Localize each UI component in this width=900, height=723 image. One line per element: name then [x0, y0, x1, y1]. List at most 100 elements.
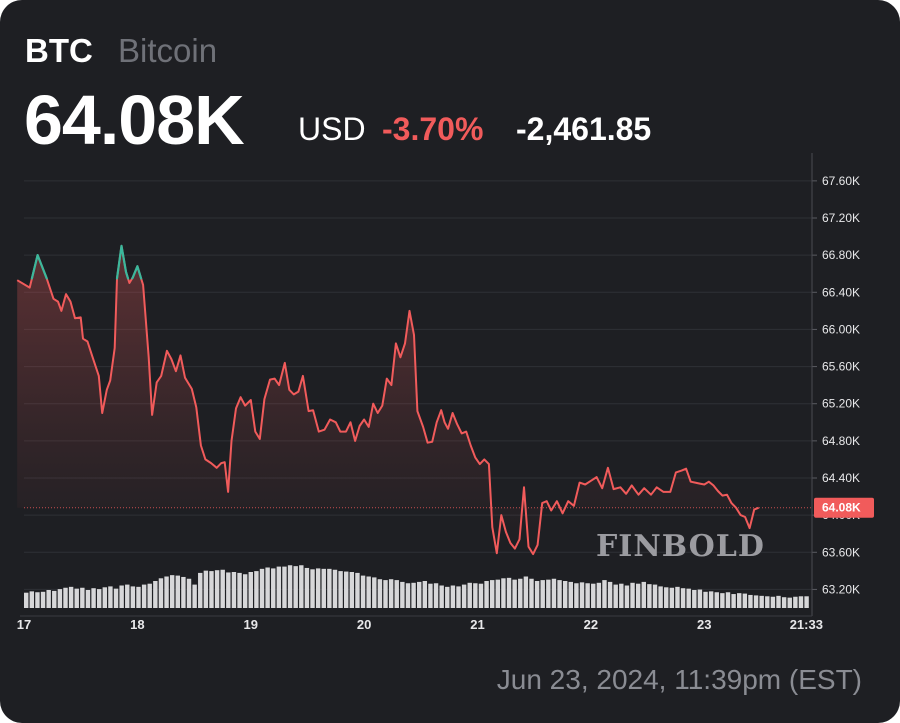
current-price: 64.08K: [24, 81, 245, 159]
y-tick-label: 66.40K: [822, 285, 860, 299]
x-tick-label: 17: [17, 617, 31, 632]
volume-bar: [708, 591, 714, 608]
watermark: FINBOLD: [596, 529, 765, 564]
volume-bar: [113, 588, 119, 608]
volume-bar: [271, 568, 276, 608]
x-tick-label: 20: [357, 617, 371, 632]
volume-bar: [439, 585, 444, 608]
volume-bar: [725, 592, 731, 608]
volume-bar: [29, 591, 35, 608]
x-tick-label: 21:33: [790, 617, 823, 632]
volume-bar: [765, 596, 770, 608]
volume-bar: [523, 576, 529, 608]
volume-bar: [484, 581, 489, 608]
volume-bar: [254, 571, 259, 608]
last-price-badge: [814, 497, 874, 518]
volume-bar: [417, 581, 422, 608]
volume-bar: [102, 587, 108, 608]
volume-bar: [770, 596, 776, 608]
volume-bar: [793, 596, 798, 608]
y-tick-label: 67.60K: [822, 174, 860, 188]
volume-bar: [377, 579, 383, 608]
change-absolute: -2,461.85: [516, 111, 652, 147]
y-tick-label: 63.20K: [822, 582, 860, 596]
volume-bar: [349, 572, 355, 608]
volume-bar: [405, 583, 411, 608]
volume-bar: [557, 580, 562, 608]
volume-bar: [186, 578, 192, 608]
volume-bar: [181, 576, 186, 608]
volume-bar: [624, 585, 630, 608]
volume-bar: [388, 579, 394, 608]
y-tick-label: 66.80K: [822, 248, 860, 262]
volume-bar: [669, 587, 675, 608]
volume-bar: [366, 576, 371, 608]
volume-bar: [703, 591, 708, 608]
volume-bar: [753, 595, 759, 608]
volume-bar: [804, 596, 809, 608]
volume-bar: [344, 571, 349, 608]
volume-bar: [692, 590, 697, 608]
volume-bar: [562, 581, 568, 608]
volume-bar: [495, 579, 501, 608]
volume-bar: [686, 588, 691, 608]
volume-bar: [787, 597, 792, 608]
price-line-up: [30, 244, 143, 280]
volume-bar: [192, 584, 197, 608]
volume-bar: [411, 582, 416, 608]
volume-bar: [108, 586, 113, 608]
volume-bar: [355, 572, 360, 608]
volume-bar: [714, 592, 719, 608]
volume-bar: [91, 588, 96, 608]
volume-bar: [141, 584, 147, 608]
volume-bar: [720, 593, 725, 608]
volume-bar: [602, 580, 607, 608]
volume-bar: [372, 577, 377, 608]
y-tick-label: 63.60K: [822, 545, 860, 559]
price-area: [17, 245, 759, 555]
volume-bar: [63, 587, 68, 608]
volume-bar: [130, 586, 136, 608]
volume-bar: [546, 579, 551, 608]
volume-bar: [630, 582, 635, 608]
y-tick-label: 65.60K: [822, 360, 860, 374]
volume-bar: [422, 581, 428, 608]
volume-bar: [400, 581, 405, 608]
volume-bar: [237, 572, 242, 608]
volume-bar: [153, 581, 158, 608]
volume-bar: [433, 583, 439, 608]
volume-bar: [529, 578, 534, 608]
volume-bar: [596, 582, 602, 608]
volume-bar: [259, 568, 265, 608]
volume-bar: [445, 586, 450, 608]
volume-bar: [501, 578, 506, 608]
volume-bar: [456, 586, 461, 608]
volume-bar: [652, 584, 658, 608]
volume-bar: [164, 576, 169, 608]
volume-bar: [175, 575, 180, 608]
volume-bar: [473, 583, 478, 608]
volume-bar: [96, 589, 102, 608]
volume-bar: [248, 572, 253, 608]
y-tick-label: 65.20K: [822, 397, 860, 411]
volume-bar: [147, 583, 152, 608]
x-tick-label: 18: [130, 617, 144, 632]
volume-bar: [585, 583, 590, 608]
volume-bar: [338, 571, 343, 608]
volume-bar: [68, 586, 74, 608]
volume-bar: [209, 571, 214, 608]
volume-bar: [641, 581, 646, 608]
volume-bar: [680, 588, 686, 608]
volume-bar: [125, 584, 130, 608]
volume-bar: [574, 583, 579, 608]
volume-bar: [136, 586, 141, 608]
volume-bar: [742, 593, 748, 608]
volume-bar: [52, 590, 57, 608]
volume-bar: [737, 593, 742, 608]
timestamp: Jun 23, 2024, 11:39pm (EST): [496, 664, 862, 695]
price-line: [16, 244, 760, 556]
volume-bar: [198, 572, 203, 608]
volume-bar: [57, 589, 63, 608]
volume-bar: [518, 578, 523, 608]
